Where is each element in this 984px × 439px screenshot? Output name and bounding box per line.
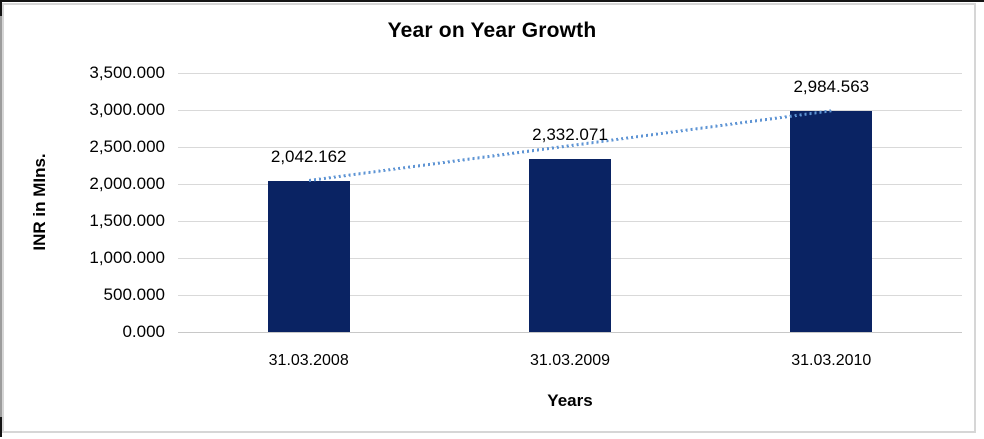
y-tick-label: 500.000 — [103, 285, 165, 304]
chart-title: Year on Year Growth — [387, 19, 597, 42]
x-tick-label: 31.03.2010 — [791, 352, 872, 369]
bar-value-label: 2,332.071 — [532, 125, 608, 145]
bar-value-label: 2,984.563 — [793, 77, 870, 97]
bar — [267, 180, 350, 332]
y-tick-label: 3,500.000 — [89, 63, 165, 82]
bar-value-label: 2,042.162 — [270, 146, 347, 166]
page-edge-left — [0, 0, 2, 437]
y-axis-title: INR in MIns. — [30, 153, 49, 251]
bar — [529, 159, 611, 332]
x-tick-label: 31.03.2008 — [268, 352, 349, 369]
page-edge-top — [0, 0, 984, 2]
x-tick-label: 31.03.2009 — [529, 352, 611, 369]
y-tick-label: 0.000 — [122, 322, 165, 341]
gridline — [178, 147, 962, 148]
x-axis-title: Years — [547, 391, 593, 410]
gridline — [178, 110, 962, 111]
y-tick-label: 3,000.000 — [89, 100, 165, 119]
x-axis-baseline — [178, 332, 962, 333]
y-tick-label: 1,500.000 — [89, 211, 165, 230]
y-tick-label: 1,000.000 — [89, 248, 165, 267]
y-tick-label: 2,000.000 — [89, 174, 165, 193]
y-tick-label: 2,500.000 — [89, 137, 165, 156]
chart-frame-border — [2, 3, 976, 433]
gridline — [178, 73, 962, 74]
bar — [790, 111, 873, 332]
